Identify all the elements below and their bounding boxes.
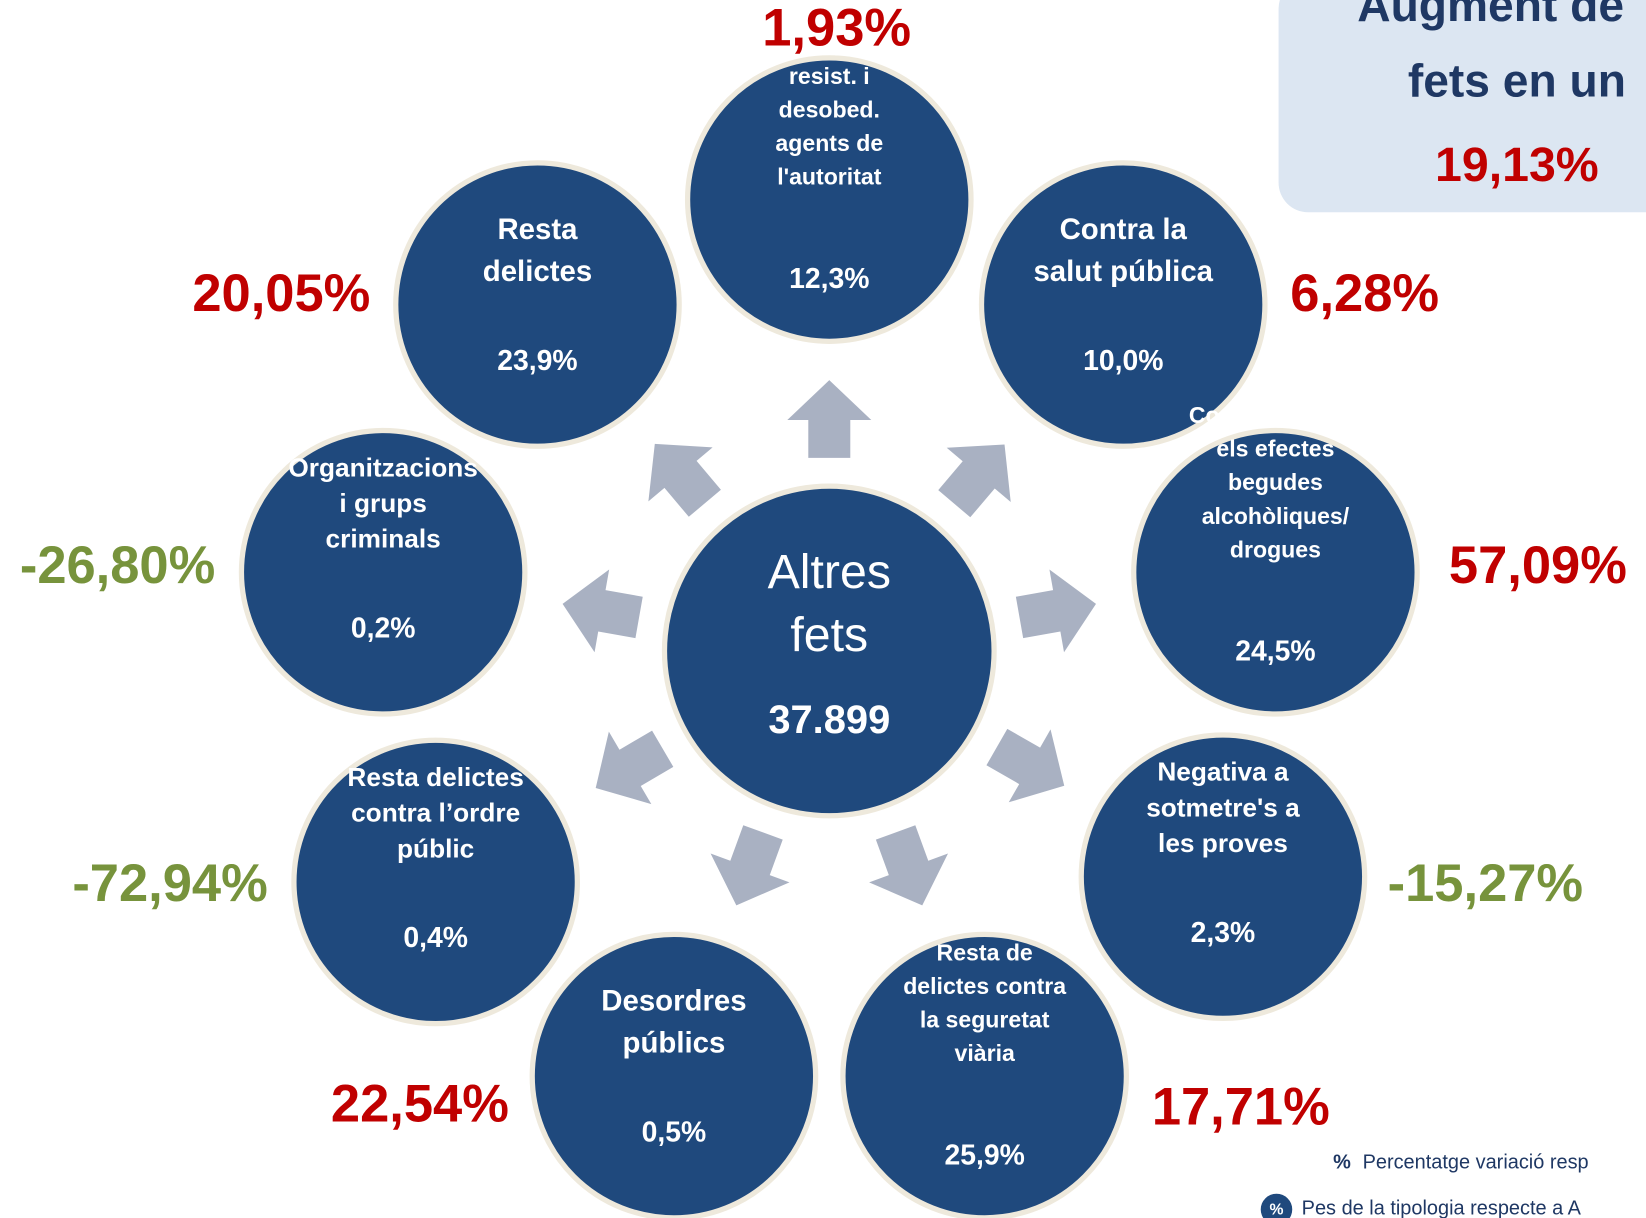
node-share: 0,4% <box>403 922 468 954</box>
node-label: Resta <box>497 213 578 246</box>
box-line: fets en un <box>1408 54 1626 106</box>
node-label: contra l’ordre <box>351 798 520 828</box>
node-label: Conducció sota <box>1189 402 1362 428</box>
node-share: 10,0% <box>1083 345 1163 377</box>
node-share: 25,9% <box>944 1139 1024 1171</box>
node-variation: 6,28% <box>1290 264 1439 323</box>
node-label: drogues <box>1230 536 1321 562</box>
node-label: Atemptat, <box>776 29 882 55</box>
node-circle <box>1078 732 1368 1022</box>
node-label: Organitzacions <box>288 452 478 482</box>
node-circle <box>291 737 580 1027</box>
node-variation: 17,71% <box>1152 1078 1330 1137</box>
legend-dot <box>1260 1193 1293 1218</box>
node-label: les proves <box>1158 828 1288 858</box>
node-label: Desordres <box>601 984 746 1017</box>
node-circle <box>238 427 528 717</box>
node-label: públics <box>623 1026 726 1059</box>
center-circle <box>661 483 997 819</box>
node-label: públic <box>397 833 474 863</box>
summary-box <box>1278 0 1646 213</box>
node-label: i grups <box>339 488 426 518</box>
node-label: Negativa a <box>1157 757 1289 787</box>
node-variation: 22,54% <box>331 1074 509 1133</box>
legend-share: Pes de la tipologia respecte a A <box>1302 1198 1582 1218</box>
node-circle <box>684 55 974 344</box>
legend-variation: Percentatge variació resp <box>1363 1152 1589 1174</box>
node-share: 24,5% <box>1235 636 1315 668</box>
node-label: begudes <box>1228 469 1323 495</box>
legend-symbol: % <box>1333 1152 1351 1174</box>
node-label: els efectes <box>1216 436 1334 462</box>
center-label: fets <box>790 608 868 662</box>
node-label: salut pública <box>1033 255 1213 288</box>
node-label: desobed. <box>779 97 880 123</box>
node-share: 0,2% <box>351 612 416 644</box>
arrow <box>595 730 674 805</box>
arrow <box>1015 569 1097 653</box>
node-circle <box>1131 427 1420 717</box>
node-variation: -26,80% <box>20 536 215 595</box>
node-label: Contra la <box>1060 213 1188 246</box>
node-label: Resta delictes <box>347 762 523 792</box>
node-circle <box>978 160 1268 449</box>
node-label: Resta de <box>937 939 1033 965</box>
legend-symbol: % <box>1269 1202 1283 1218</box>
box-value: 19,13% <box>1435 138 1599 192</box>
node-variation: -72,94% <box>72 854 267 913</box>
node-variation: 1,93% <box>762 0 911 57</box>
node-label: agents de <box>775 130 883 156</box>
node-label: resist. i <box>789 63 870 89</box>
node-label: sotmetre's a <box>1146 792 1300 822</box>
node-label: la seguretat <box>920 1007 1050 1033</box>
node-label: criminals <box>326 524 441 554</box>
arrow <box>648 443 721 517</box>
node-variation: -15,27% <box>1388 854 1583 913</box>
arrow <box>787 380 872 458</box>
node-label: delictes contra <box>903 973 1066 999</box>
arrow <box>869 825 949 906</box>
node-label: l'autoritat <box>777 164 882 190</box>
box-line: Augment de <box>1357 0 1624 31</box>
node-share: 23,9% <box>497 345 577 377</box>
node-share: 2,3% <box>1191 917 1256 949</box>
node-label: alcohòliques/ <box>1202 503 1350 529</box>
node-label: delictes <box>483 255 592 288</box>
center-value: 37.899 <box>768 698 890 742</box>
node-share: 0,5% <box>642 1116 707 1148</box>
arrow <box>986 728 1065 803</box>
arrow <box>562 569 643 653</box>
node-circle <box>529 931 819 1218</box>
node-label: viària <box>955 1040 1015 1066</box>
center-label: Altres <box>768 545 891 599</box>
node-share: 12,3% <box>789 263 869 295</box>
arrow <box>710 825 790 906</box>
arrow <box>938 444 1011 518</box>
node-variation: 57,09% <box>1449 536 1627 595</box>
node-circle <box>393 160 682 449</box>
node-variation: 20,05% <box>192 264 370 323</box>
